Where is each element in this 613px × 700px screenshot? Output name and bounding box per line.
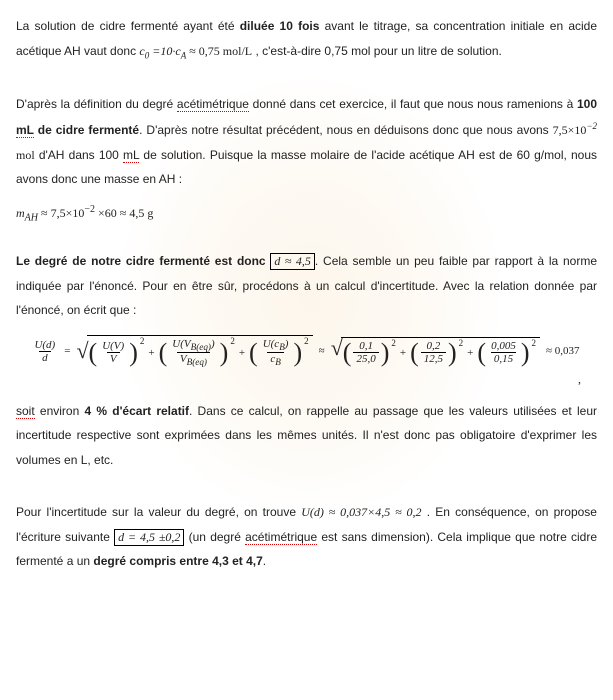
- text: Pour l'incertitude sur la valeur du degr…: [16, 505, 301, 519]
- equation-trailing-comma: ,: [16, 372, 581, 387]
- paragraph-1: La solution de cidre fermenté ayant été …: [16, 14, 597, 64]
- spellcheck-word: acétimétrique: [245, 530, 317, 545]
- inline-formula: c0 =10·cA ≈ 0,75 mol/L: [139, 44, 252, 58]
- bold: diluée 10 fois: [240, 19, 320, 33]
- sqrt-symbolic: √ ( U(V)V )2 + ( U(VB(eq)) VB(eq) )2 + (…: [76, 335, 312, 368]
- bold: 4 % d'écart relatif: [84, 404, 189, 418]
- equation-uncertainty: U(d) d = √ ( U(V)V )2 + ( U(VB(eq)) VB(e…: [16, 335, 597, 368]
- spellcheck-word: acétimétrique: [177, 97, 249, 112]
- text: D'après la définition du degré: [16, 97, 177, 111]
- bold: Le degré de notre cidre fermenté est don…: [16, 254, 270, 268]
- text: donné dans cet exercice, il faut que nou…: [249, 97, 577, 111]
- paragraph-4: soit environ 4 % d'écart relatif. Dans c…: [16, 399, 597, 473]
- boxed-result: d = 4,5 ±0,2: [114, 529, 184, 546]
- paragraph-3: Le degré de notre cidre fermenté est don…: [16, 249, 597, 323]
- text: d'AH dans 100: [35, 148, 123, 162]
- equation-mass: mAH ≈ 7,5×10−2 ×60 ≈ 4,5 g: [16, 204, 597, 223]
- boxed-result: d ≈ 4,5: [270, 253, 315, 270]
- text: (un degré: [184, 530, 245, 544]
- text: .: [263, 554, 266, 568]
- text: , c'est-à-dire 0,75 mol pour un litre de…: [252, 44, 502, 58]
- spellcheck-word: mL: [16, 123, 34, 138]
- text: La solution de cidre fermenté ayant été: [16, 19, 240, 33]
- text: . D'après notre résultat précédent, nous…: [139, 123, 553, 137]
- document-body: La solution de cidre fermenté ayant été …: [0, 0, 613, 602]
- spellcheck-word: mL: [123, 148, 139, 163]
- lhs-fraction: U(d) d: [31, 339, 58, 364]
- bold: degré compris entre 4,3 et 4,7: [93, 554, 262, 568]
- spellcheck-word: soit: [16, 404, 35, 419]
- inline-formula: U(d) ≈ 0,037×4,5 ≈ 0,2: [301, 505, 421, 519]
- paragraph-2: D'après la définition du degré acétimétr…: [16, 92, 597, 191]
- paragraph-5: Pour l'incertitude sur la valeur du degr…: [16, 500, 597, 574]
- text: environ: [35, 404, 85, 418]
- sqrt-numeric: √ ( 0,125,0 )2 + ( 0,212,5 )2 + ( 0,0050…: [331, 337, 540, 365]
